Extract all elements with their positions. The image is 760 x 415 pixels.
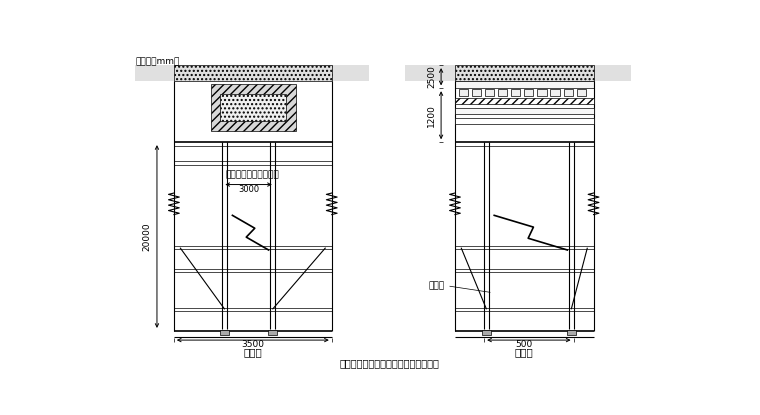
Text: 多根承重立杆，木方支撑垂直于梁截面: 多根承重立杆，木方支撑垂直于梁截面 xyxy=(340,358,439,368)
Bar xyxy=(455,98,594,104)
Text: 3500: 3500 xyxy=(242,340,264,349)
Text: 双立杆: 双立杆 xyxy=(428,282,444,290)
Bar xyxy=(511,89,521,96)
Bar xyxy=(330,65,369,81)
Text: 500: 500 xyxy=(515,340,533,349)
Bar xyxy=(455,118,594,124)
Bar xyxy=(592,65,631,81)
Text: 20000: 20000 xyxy=(142,222,151,251)
Bar xyxy=(577,89,586,96)
Bar xyxy=(220,94,287,122)
Bar xyxy=(211,84,296,131)
Bar xyxy=(405,65,457,81)
Bar xyxy=(498,89,508,96)
Bar xyxy=(563,89,573,96)
Bar xyxy=(550,89,559,96)
Bar xyxy=(567,330,576,335)
Bar xyxy=(455,65,594,81)
Bar xyxy=(482,330,491,335)
Bar xyxy=(459,89,468,96)
Text: 多道承重立杆图中省略: 多道承重立杆图中省略 xyxy=(226,171,280,180)
Bar xyxy=(268,330,277,335)
Bar xyxy=(455,107,594,114)
Bar xyxy=(472,89,481,96)
Bar xyxy=(537,89,546,96)
Text: 侧面图: 侧面图 xyxy=(515,347,534,357)
Text: 断面图: 断面图 xyxy=(243,347,262,357)
Bar xyxy=(455,81,594,88)
Text: 1200: 1200 xyxy=(427,104,436,127)
Text: 单位：（mm）: 单位：（mm） xyxy=(135,58,180,66)
Bar xyxy=(485,89,494,96)
Bar xyxy=(135,65,176,81)
Bar xyxy=(524,89,534,96)
Bar xyxy=(220,330,230,335)
Text: 3000: 3000 xyxy=(238,185,259,194)
Text: 2500: 2500 xyxy=(427,65,436,88)
Bar xyxy=(174,65,332,81)
